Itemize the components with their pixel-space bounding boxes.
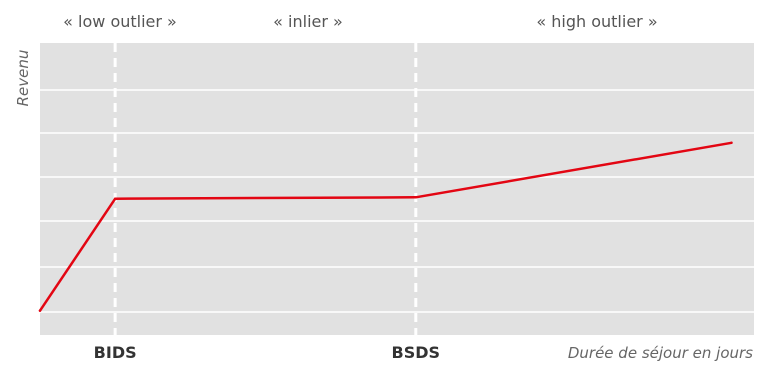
plot-background — [40, 43, 754, 335]
data-point — [414, 196, 417, 199]
marker-label-bsds: BSDS — [392, 343, 441, 362]
series-group — [38, 141, 733, 312]
series-line — [38, 141, 733, 312]
data-point — [113, 197, 117, 200]
y-axis-label: Revenu — [14, 50, 32, 107]
x-axis-label: Durée de séjour en jours — [568, 344, 753, 362]
marker-labels: BIDS BSDS — [94, 343, 440, 362]
region-label-2: « inlier » — [273, 12, 343, 31]
marker-lines — [113, 43, 418, 335]
marker-label-bids: BIDS — [94, 343, 137, 362]
region-label-3: « high outlier » — [536, 12, 657, 31]
data-point — [730, 141, 733, 144]
region-label-1: « low outlier » — [63, 12, 177, 31]
grid — [40, 89, 754, 313]
region-labels: « low outlier » « inlier » « high outlier … — [63, 12, 657, 31]
data-point — [38, 309, 42, 312]
